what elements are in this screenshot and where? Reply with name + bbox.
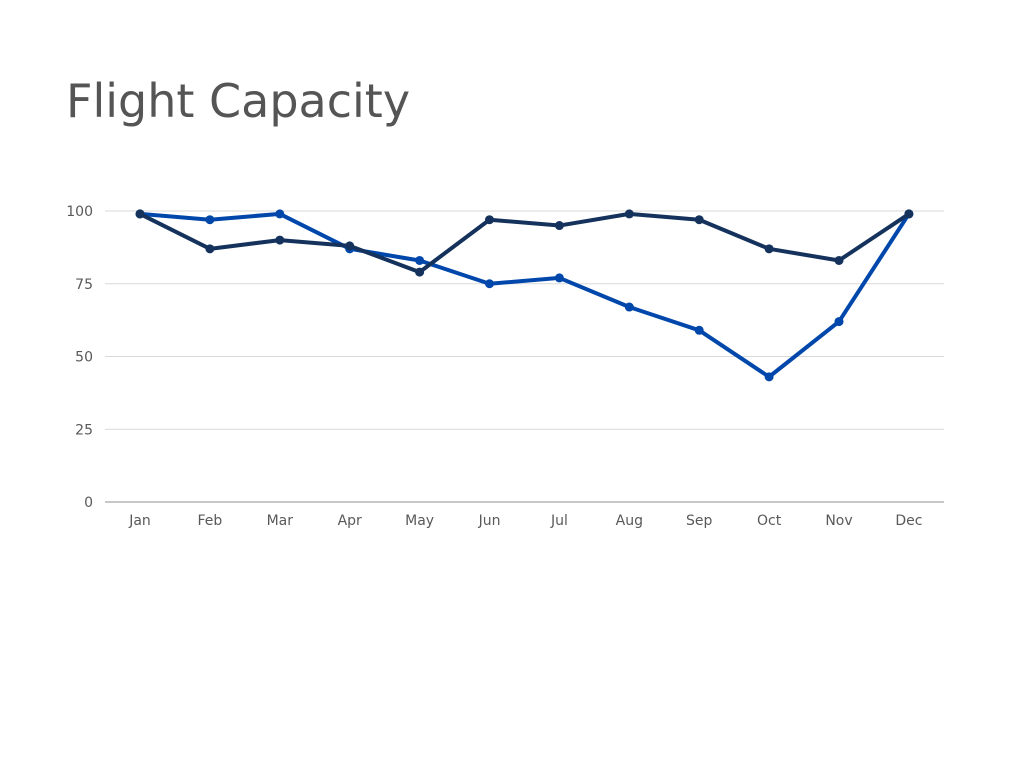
data-point (694, 215, 704, 225)
y-axis-tick-labels: 0 25 50 75 100 (66, 204, 93, 511)
series-1 (135, 209, 914, 382)
x-tick-label: Feb (198, 513, 223, 529)
data-point (764, 244, 774, 254)
data-point (415, 267, 425, 277)
data-point (904, 209, 914, 219)
series-2 (135, 209, 914, 277)
x-tick-label: Sep (686, 513, 713, 529)
x-tick-label: Mar (267, 513, 294, 529)
series-line (138, 211, 911, 275)
data-point (834, 255, 844, 265)
data-point (135, 209, 145, 219)
y-tick-label: 100 (66, 204, 93, 220)
data-point (764, 372, 774, 382)
series-line (138, 211, 911, 379)
x-tick-label: Dec (895, 513, 922, 529)
data-point (624, 302, 634, 312)
chart-title: Flight Capacity (66, 74, 411, 128)
x-tick-label: Aug (616, 513, 643, 529)
x-tick-label: Jan (128, 513, 151, 529)
data-point (624, 209, 634, 219)
x-axis-tick-labels: Jan Feb Mar Apr May Jun Jul Aug Sep Oct Nov Dec (128, 513, 922, 529)
y-tick-label: 75 (75, 277, 93, 293)
data-point (415, 255, 425, 265)
data-point (275, 235, 285, 245)
gridlines (105, 210, 944, 503)
x-tick-label: Oct (757, 513, 782, 529)
data-point (275, 209, 285, 219)
x-tick-label: Jul (550, 513, 568, 529)
data-point (554, 273, 564, 283)
data-point (205, 215, 215, 225)
series-lines (135, 209, 914, 382)
data-point (554, 221, 564, 231)
x-tick-label: Nov (825, 513, 852, 529)
y-tick-label: 50 (75, 350, 93, 366)
x-tick-label: Jun (478, 513, 501, 529)
data-point (834, 317, 844, 327)
y-tick-label: 0 (84, 495, 93, 511)
x-tick-label: May (405, 513, 434, 529)
y-tick-label: 25 (75, 422, 93, 438)
data-point (485, 279, 494, 289)
data-point (205, 244, 215, 254)
data-point (485, 215, 494, 225)
data-point (345, 241, 355, 251)
data-point (694, 325, 704, 335)
x-tick-label: Apr (338, 513, 362, 529)
